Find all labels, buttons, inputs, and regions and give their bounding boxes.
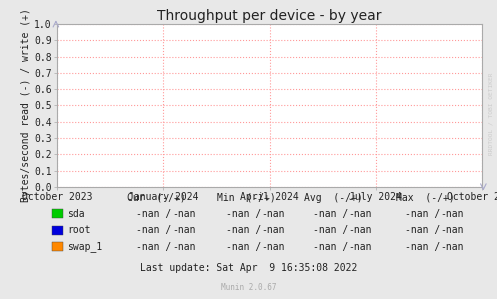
- Text: -nan /: -nan /: [313, 225, 348, 235]
- Text: -nan /: -nan /: [313, 209, 348, 219]
- Text: -nan /: -nan /: [405, 242, 440, 252]
- Text: -nan /: -nan /: [137, 209, 171, 219]
- Text: sda: sda: [67, 209, 84, 219]
- Text: -nan: -nan: [440, 242, 464, 252]
- Text: -nan /: -nan /: [226, 242, 261, 252]
- Text: Max  (-/+): Max (-/+): [396, 193, 454, 203]
- Text: RRDTOOL / TOBI OETIKER: RRDTOOL / TOBI OETIKER: [489, 72, 494, 155]
- Y-axis label: Bytes/second read (-) / write (+): Bytes/second read (-) / write (+): [21, 8, 31, 202]
- Text: -nan /: -nan /: [137, 225, 171, 235]
- Text: Munin 2.0.67: Munin 2.0.67: [221, 283, 276, 292]
- Title: Throughput per device - by year: Throughput per device - by year: [158, 9, 382, 23]
- Text: -nan: -nan: [440, 209, 464, 219]
- Text: -nan: -nan: [172, 225, 196, 235]
- Text: Avg  (-/+): Avg (-/+): [304, 193, 362, 203]
- Text: -nan: -nan: [261, 225, 285, 235]
- Text: -nan /: -nan /: [405, 225, 440, 235]
- Text: -nan: -nan: [172, 209, 196, 219]
- Text: -nan /: -nan /: [226, 225, 261, 235]
- Text: -nan: -nan: [261, 242, 285, 252]
- Text: -nan /: -nan /: [405, 209, 440, 219]
- Text: swap_1: swap_1: [67, 241, 102, 252]
- Text: Cur  (-/+): Cur (-/+): [127, 193, 186, 203]
- Text: -nan /: -nan /: [226, 209, 261, 219]
- Text: -nan: -nan: [348, 225, 372, 235]
- Text: root: root: [67, 225, 90, 235]
- Text: -nan: -nan: [348, 242, 372, 252]
- Text: Min  (-/+): Min (-/+): [217, 193, 275, 203]
- Text: -nan: -nan: [440, 225, 464, 235]
- Text: -nan: -nan: [348, 209, 372, 219]
- Text: -nan: -nan: [172, 242, 196, 252]
- Text: -nan: -nan: [261, 209, 285, 219]
- Text: -nan /: -nan /: [137, 242, 171, 252]
- Text: -nan /: -nan /: [313, 242, 348, 252]
- Text: Last update: Sat Apr  9 16:35:08 2022: Last update: Sat Apr 9 16:35:08 2022: [140, 263, 357, 273]
